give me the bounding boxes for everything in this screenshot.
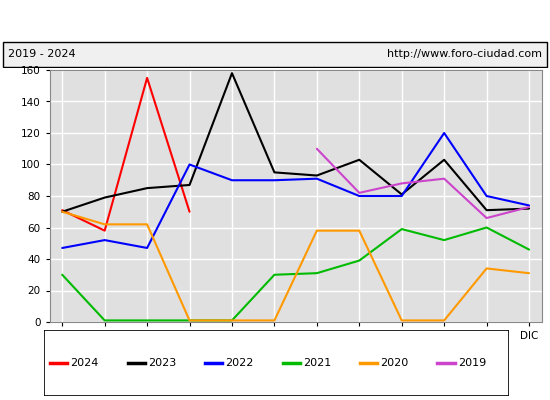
2023 (144, 186, 150, 190)
Text: 2022: 2022 (226, 358, 254, 368)
2023 (186, 182, 193, 187)
2022 (229, 178, 235, 183)
2020 (526, 271, 532, 276)
2023 (229, 71, 235, 76)
2020 (144, 222, 150, 227)
Text: 2024: 2024 (70, 358, 98, 368)
2021 (271, 272, 278, 277)
2020 (59, 209, 65, 214)
Text: 2019 - 2024: 2019 - 2024 (8, 49, 76, 59)
2022 (483, 194, 490, 198)
2024 (186, 209, 193, 214)
Line: 2020: 2020 (62, 212, 529, 320)
2019 (483, 216, 490, 220)
Text: 2019: 2019 (458, 358, 486, 368)
Text: Evolucion Nº Turistas Extranjeros en el municipio de Brazatortas: Evolucion Nº Turistas Extranjeros en el … (60, 14, 490, 28)
2022 (314, 176, 320, 181)
2021 (356, 258, 362, 263)
2019 (441, 176, 448, 181)
2021 (314, 271, 320, 276)
2021 (59, 272, 65, 277)
Text: 2023: 2023 (148, 358, 176, 368)
2022 (441, 130, 448, 135)
2024 (101, 228, 108, 233)
2022 (144, 246, 150, 250)
2019 (356, 190, 362, 195)
2024 (144, 76, 150, 80)
Line: 2024: 2024 (62, 78, 190, 231)
2023 (483, 208, 490, 212)
2022 (59, 246, 65, 250)
2019 (526, 205, 532, 210)
2023 (271, 170, 278, 175)
2021 (144, 318, 150, 323)
Line: 2019: 2019 (317, 149, 529, 218)
2020 (356, 228, 362, 233)
2023 (59, 209, 65, 214)
2022 (398, 194, 405, 198)
2021 (526, 247, 532, 252)
2021 (229, 318, 235, 323)
Line: 2023: 2023 (62, 73, 529, 212)
2022 (356, 194, 362, 198)
2022 (186, 162, 193, 167)
Line: 2022: 2022 (62, 133, 529, 248)
2023 (101, 195, 108, 200)
2020 (441, 318, 448, 323)
2020 (314, 228, 320, 233)
2020 (186, 318, 193, 323)
2021 (441, 238, 448, 242)
2021 (483, 225, 490, 230)
Text: 2021: 2021 (302, 358, 331, 368)
2023 (356, 157, 362, 162)
2023 (441, 157, 448, 162)
2019 (314, 146, 320, 151)
2022 (271, 178, 278, 183)
2020 (101, 222, 108, 227)
2023 (526, 206, 532, 211)
2023 (314, 173, 320, 178)
2020 (229, 318, 235, 323)
2020 (271, 318, 278, 323)
2022 (101, 238, 108, 242)
2021 (186, 318, 193, 323)
Text: http://www.foro-ciudad.com: http://www.foro-ciudad.com (387, 49, 542, 59)
2021 (398, 227, 405, 232)
2024 (59, 208, 65, 212)
Text: 2020: 2020 (380, 358, 409, 368)
2019 (398, 181, 405, 186)
2021 (101, 318, 108, 323)
2022 (526, 203, 532, 208)
2020 (398, 318, 405, 323)
2023 (398, 192, 405, 197)
Line: 2021: 2021 (62, 228, 529, 320)
2020 (483, 266, 490, 271)
